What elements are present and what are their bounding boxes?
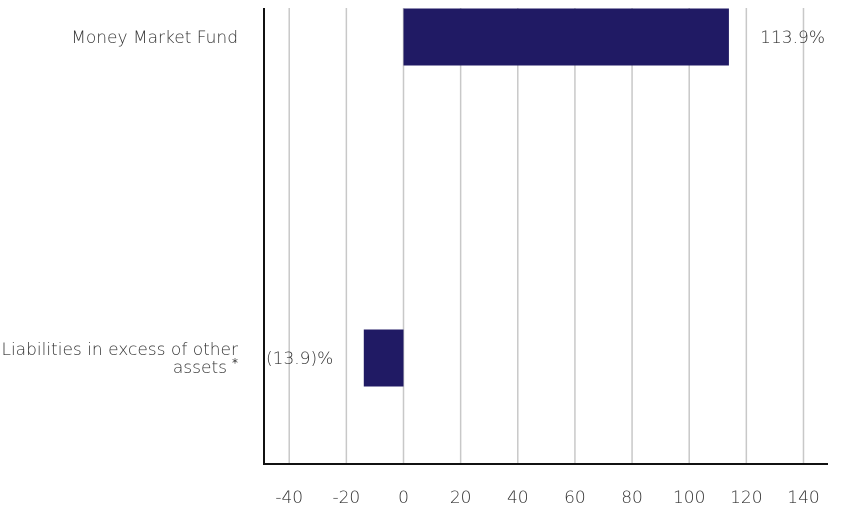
category-footnote-marker: * — [232, 356, 238, 370]
x-tick-label: -40 — [275, 488, 303, 508]
category-label: Liabilities in excess of other — [1, 340, 238, 360]
x-tick-label: 60 — [564, 488, 586, 508]
x-tick-label: 140 — [787, 488, 819, 508]
x-tick-label: 120 — [730, 488, 762, 508]
x-tick-label: -20 — [332, 488, 360, 508]
x-tick-label: 100 — [673, 488, 705, 508]
x-tick-label: 40 — [507, 488, 529, 508]
data-label: (13.9)% — [266, 349, 333, 369]
x-tick-label: 80 — [621, 488, 643, 508]
x-tick-label: 0 — [398, 488, 409, 508]
x-tick-label: 20 — [450, 488, 472, 508]
category-label: Money Market Fund — [71, 28, 238, 48]
grid-layer — [288, 8, 805, 464]
bar-layer — [363, 8, 729, 387]
bar-0 — [403, 8, 729, 66]
category-label: assets — [173, 358, 227, 378]
label-layer: -40 -20 0 20 40 60 80 100 120 140 113.9% (13.9)% Mon… — [1, 28, 825, 508]
data-label: 113.9% — [760, 28, 825, 48]
bar-1 — [363, 329, 404, 387]
axis-layer — [263, 8, 828, 465]
